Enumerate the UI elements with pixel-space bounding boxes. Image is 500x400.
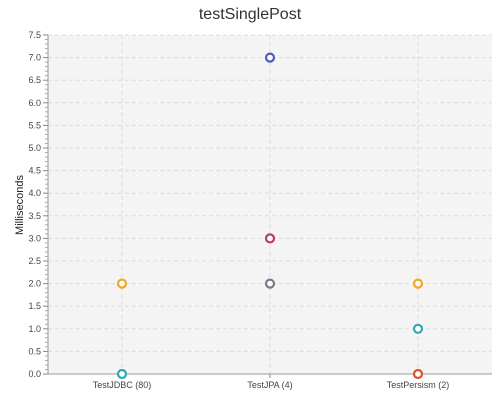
y-tick-label: 4.0: [28, 188, 41, 198]
data-point: [116, 278, 128, 289]
y-tick-label: 6.5: [28, 75, 41, 85]
y-tick-label: 5.5: [28, 120, 41, 130]
data-point: [264, 52, 276, 63]
data-point: [264, 278, 276, 289]
y-tick-label: 2.5: [28, 256, 41, 266]
y-tick-label: 4.5: [28, 166, 41, 176]
y-tick-label: 3.5: [28, 211, 41, 221]
y-tick-label: 3.0: [28, 233, 41, 243]
y-tick-label: 5.0: [28, 143, 41, 153]
x-category-label: TestPersism (2): [387, 380, 450, 390]
y-tick-label: 1.5: [28, 301, 41, 311]
x-category-label: TestJDBC (80): [93, 380, 152, 390]
chart-title: testSinglePost: [199, 6, 302, 23]
y-tick-label: 0.0: [28, 369, 41, 379]
y-tick-label: 0.5: [28, 346, 41, 356]
y-tick-label: 1.0: [28, 324, 41, 334]
data-point: [412, 368, 424, 380]
y-tick-label: 2.0: [28, 279, 41, 289]
data-point: [412, 323, 424, 334]
x-category-label: TestJPA (4): [247, 380, 292, 390]
data-point: [412, 278, 424, 289]
y-axis-label: Milliseconds: [14, 175, 26, 235]
y-tick-label: 7.5: [28, 30, 41, 40]
data-point: [116, 368, 128, 380]
y-tick-label: 7.0: [28, 53, 41, 63]
y-tick-label: 6.0: [28, 98, 41, 108]
data-point: [264, 233, 276, 244]
